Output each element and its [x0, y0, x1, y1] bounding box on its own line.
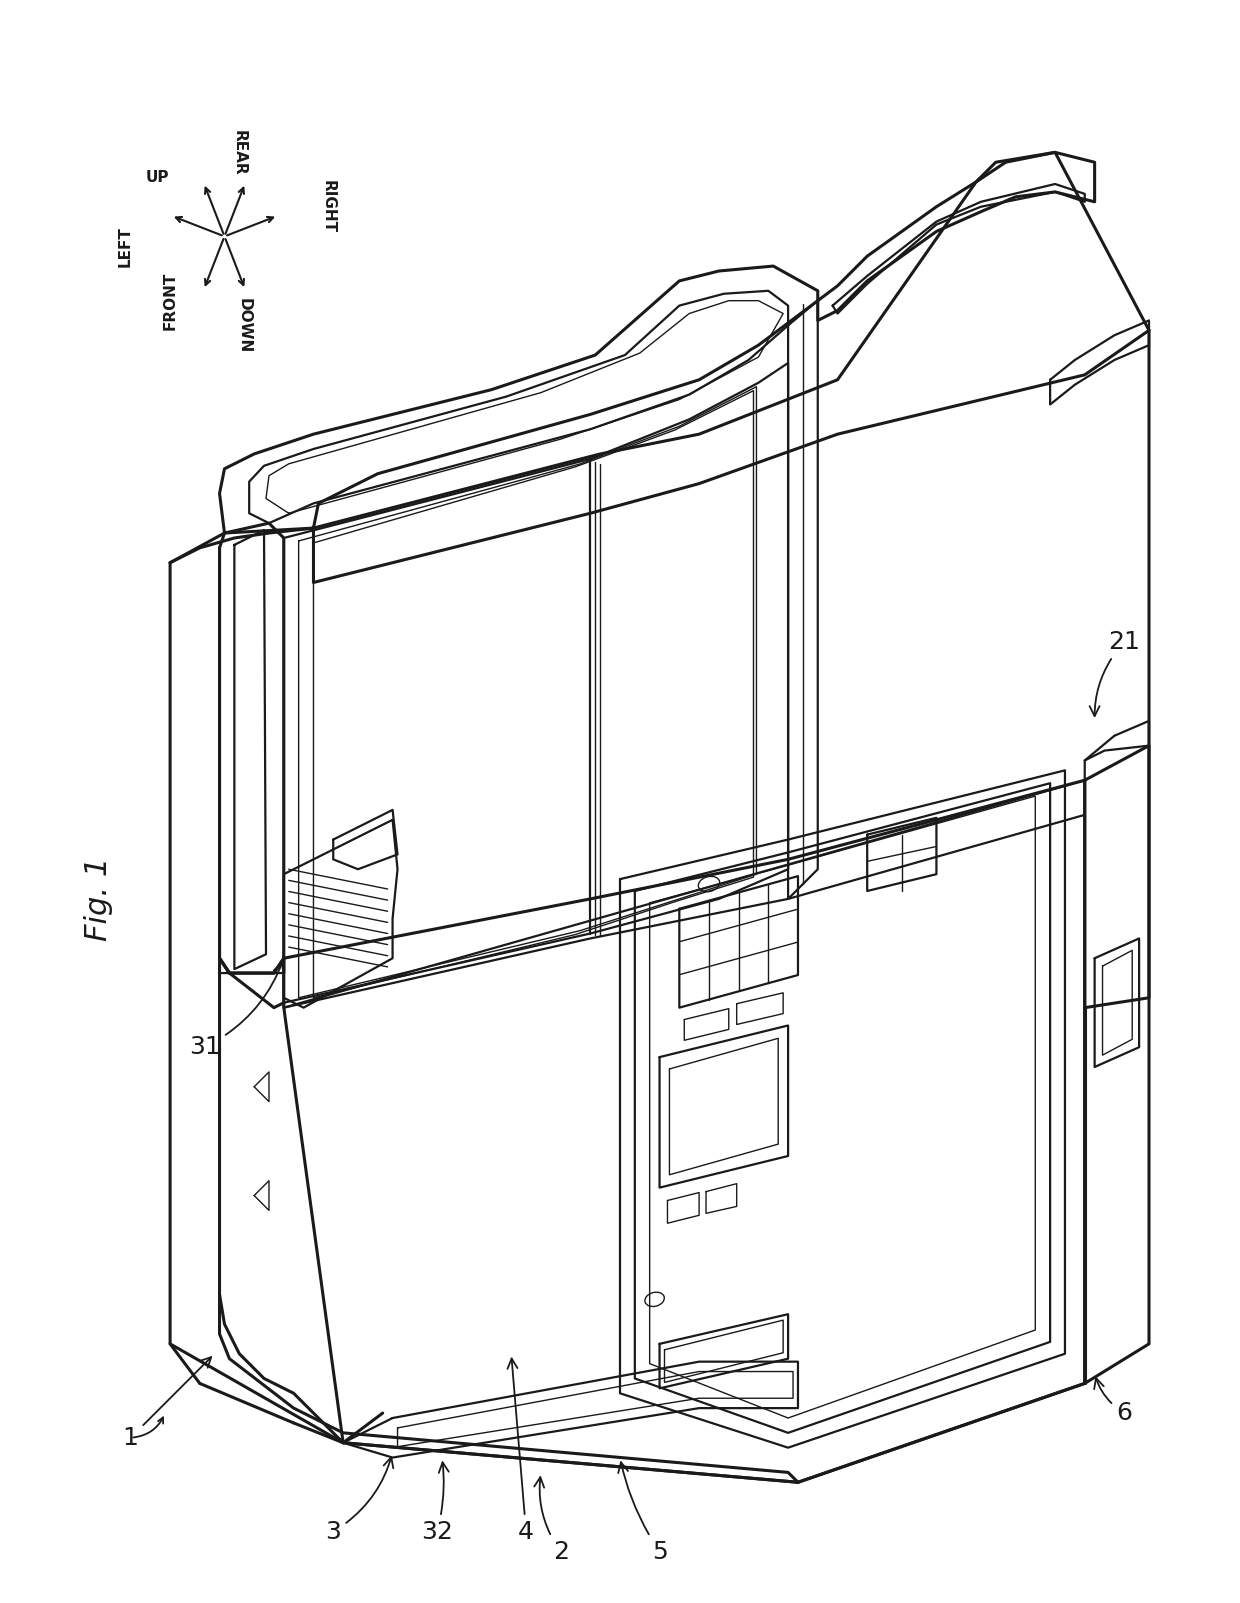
Text: LEFT: LEFT [118, 226, 133, 266]
Text: 31: 31 [188, 963, 283, 1060]
Text: Fig. 1: Fig. 1 [84, 856, 113, 941]
Text: 21: 21 [1090, 630, 1141, 717]
Text: 5: 5 [619, 1462, 667, 1563]
Text: DOWN: DOWN [237, 298, 252, 353]
Text: UP: UP [145, 170, 169, 184]
Text: 2: 2 [534, 1476, 569, 1563]
Text: RIGHT: RIGHT [321, 180, 336, 234]
Text: 3: 3 [325, 1457, 393, 1544]
Text: 32: 32 [422, 1462, 453, 1544]
Text: FRONT: FRONT [162, 271, 177, 330]
Text: 4: 4 [507, 1358, 534, 1544]
Text: 1: 1 [123, 1358, 211, 1449]
Text: 6: 6 [1094, 1379, 1132, 1425]
Text: REAR: REAR [232, 130, 247, 175]
